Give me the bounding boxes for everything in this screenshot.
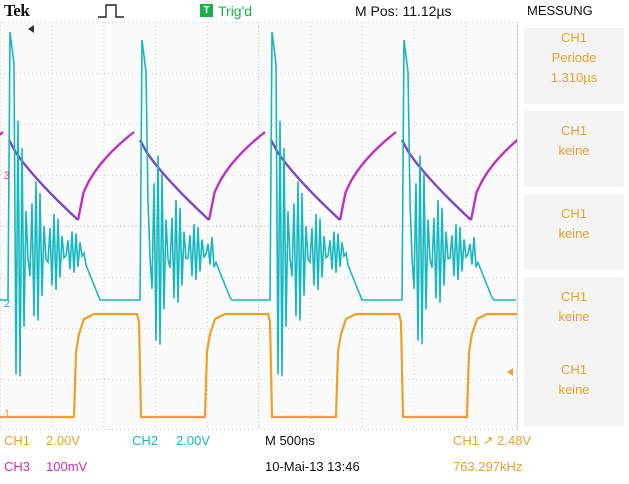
horizontal-position: M Pos: 11.12µs	[355, 3, 452, 19]
trigger-indicator-icon: T	[200, 4, 213, 17]
measure-channel: CH1	[560, 30, 587, 45]
measure-channel: CH1	[560, 289, 587, 304]
ch3-overlap-trace	[7, 139, 472, 221]
status-bar: Tek T Trig'd M Pos: 11.12µs MESSUNG	[0, 0, 629, 22]
measure-slot-3[interactable]: CH1 keine	[524, 194, 624, 270]
trigger-position-marker	[28, 25, 34, 33]
measure-channel: CH1	[560, 123, 587, 138]
measure-menu-title[interactable]: MESSUNG	[527, 3, 593, 18]
waveform-svg	[0, 22, 517, 430]
measure-slot-5[interactable]: CH1 keine	[524, 350, 624, 426]
channel-readout-bar: CH1 2.00V CH2 2.00V M 500ns CH1 ↗ 2.48V …	[0, 430, 629, 484]
measure-channel: CH1	[560, 206, 587, 221]
trigger-level-marker	[507, 368, 513, 376]
ch2-ground-marker: 2	[4, 298, 11, 310]
measure-type: keine	[558, 143, 590, 158]
trigger-status: Trig'd	[218, 3, 253, 19]
ch2-scale: 2.00V	[176, 433, 210, 448]
measure-slot-4[interactable]: CH1 keine	[524, 277, 624, 353]
ch2-label[interactable]: CH2	[132, 433, 159, 448]
trigger-frequency: 763.297kHz	[453, 459, 523, 474]
ch3-scale: 100mV	[46, 459, 88, 474]
measure-type: Periode	[551, 50, 597, 65]
ch1-label[interactable]: CH1	[4, 433, 31, 448]
measure-panel: CH1 Periode 1.310µs CH1 keine CH1 keine …	[517, 22, 629, 430]
measure-type: keine	[558, 226, 590, 241]
measure-slot-1[interactable]: CH1 Periode 1.310µs	[524, 28, 624, 104]
measure-type: keine	[558, 309, 590, 324]
ch1-ground-marker: 1	[4, 408, 11, 420]
measure-value: 1.310µs	[550, 70, 598, 85]
graticule-grid	[0, 22, 517, 430]
measure-channel: CH1	[560, 362, 587, 377]
ch1-scale: 2.00V	[46, 433, 80, 448]
brand-logo: Tek	[4, 1, 30, 20]
trigger-edge-icon	[98, 4, 124, 18]
measure-slot-2[interactable]: CH1 keine	[524, 111, 624, 187]
waveform-display: 3 2 1	[0, 22, 517, 430]
timebase[interactable]: M 500ns	[265, 433, 315, 448]
ch3-trace	[0, 131, 517, 221]
ch1-trace	[0, 312, 517, 419]
ch3-label[interactable]: CH3	[4, 459, 31, 474]
measure-type: keine	[558, 382, 590, 397]
date-time: 10-Mai-13 13:46	[265, 459, 360, 474]
trigger-readout[interactable]: CH1 ↗ 2.48V	[453, 433, 532, 448]
ch3-ground-marker: 3	[4, 170, 11, 182]
ch2-trace	[0, 31, 516, 377]
